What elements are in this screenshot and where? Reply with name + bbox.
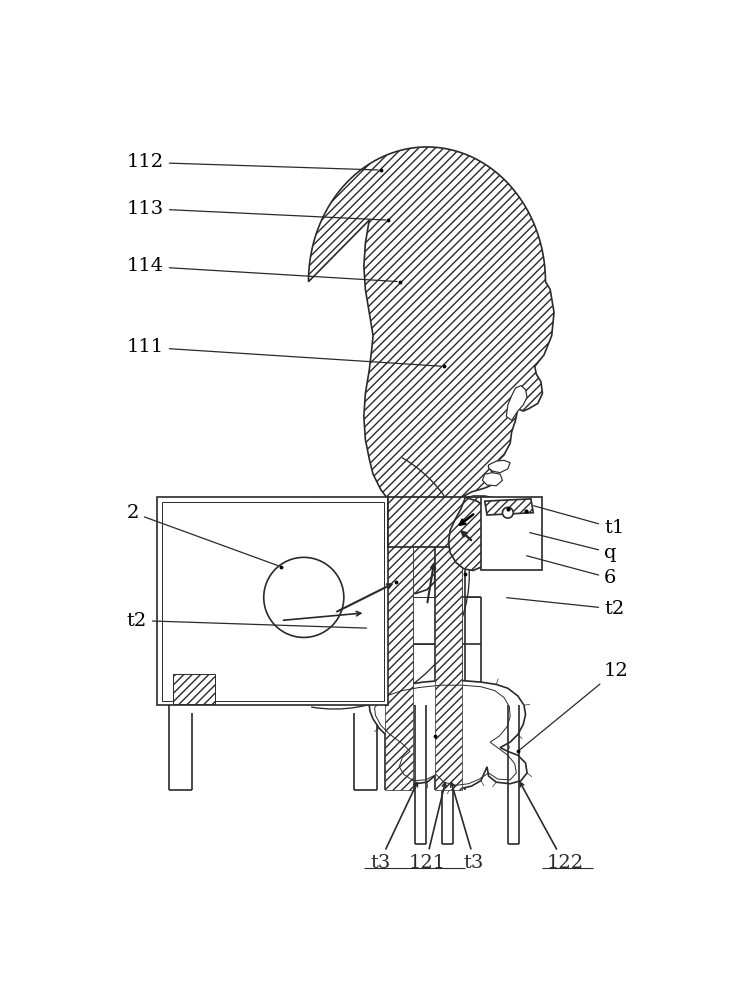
- Bar: [384, 497, 413, 790]
- Bar: [389, 497, 489, 547]
- Bar: [481, 497, 542, 570]
- Polygon shape: [489, 460, 510, 473]
- Bar: [173, 674, 215, 704]
- Circle shape: [502, 507, 513, 518]
- Text: 114: 114: [126, 257, 397, 282]
- Text: 111: 111: [126, 338, 441, 366]
- Polygon shape: [452, 505, 487, 520]
- Text: 2: 2: [126, 504, 278, 566]
- Circle shape: [264, 557, 344, 637]
- Polygon shape: [506, 386, 527, 420]
- Text: t2: t2: [507, 598, 624, 618]
- Polygon shape: [483, 473, 502, 486]
- Polygon shape: [485, 499, 533, 515]
- Polygon shape: [448, 497, 500, 570]
- Polygon shape: [287, 497, 389, 574]
- Text: t3: t3: [463, 854, 484, 872]
- Bar: [389, 497, 489, 547]
- Text: 122: 122: [547, 854, 584, 872]
- Text: 113: 113: [126, 200, 386, 220]
- Text: t3: t3: [371, 854, 391, 872]
- Polygon shape: [288, 514, 441, 594]
- Bar: [157, 497, 389, 705]
- Text: 121: 121: [408, 854, 445, 872]
- Text: q: q: [529, 533, 617, 562]
- Text: 12: 12: [520, 662, 629, 750]
- Bar: [162, 502, 384, 701]
- Text: t1: t1: [534, 506, 624, 537]
- Text: t2: t2: [126, 611, 366, 630]
- Text: 112: 112: [126, 153, 378, 171]
- Polygon shape: [369, 681, 527, 788]
- Bar: [435, 497, 462, 790]
- Polygon shape: [308, 147, 554, 528]
- Polygon shape: [444, 496, 496, 520]
- Text: 6: 6: [526, 556, 617, 587]
